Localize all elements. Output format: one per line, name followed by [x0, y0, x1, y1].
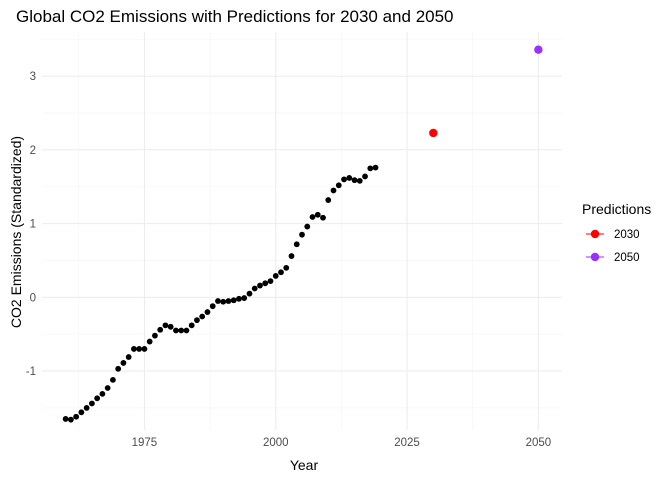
data-point [141, 346, 148, 352]
grid [42, 32, 562, 430]
data-point [199, 313, 206, 320]
data-point [136, 346, 143, 352]
data-point [320, 214, 326, 221]
data-point [146, 338, 153, 345]
data-point [125, 354, 132, 360]
data-point [257, 282, 263, 289]
data-point [94, 395, 101, 402]
data-point [241, 295, 248, 301]
x-tick-label: 1975 [132, 437, 158, 449]
data-point [283, 264, 290, 271]
data-point [83, 404, 90, 411]
data-point [194, 317, 200, 324]
data-point [188, 322, 195, 329]
data-point [120, 360, 127, 366]
data-point [267, 278, 274, 285]
data-point [78, 409, 85, 416]
data-point [246, 290, 253, 297]
data-point [178, 327, 185, 334]
data-point [251, 285, 258, 292]
data-point [335, 182, 342, 189]
data-point [110, 376, 116, 383]
data-point [230, 297, 237, 304]
legend-label: 2030 [614, 229, 640, 241]
data-point [309, 214, 316, 220]
y-tick-label: -1 [26, 366, 36, 378]
prediction-point-2050 [534, 45, 543, 54]
data-point [152, 332, 158, 339]
data-point [220, 298, 227, 305]
x-tick-label: 2050 [526, 437, 552, 449]
legend-entry-2030: 2030 [586, 229, 640, 241]
data-point [99, 390, 106, 397]
legend-key-point [590, 229, 600, 239]
data-point [236, 295, 242, 302]
data-point [299, 231, 305, 238]
data-point [346, 175, 353, 181]
data-point [67, 416, 74, 423]
data-point [356, 177, 363, 184]
y-tick-label: 3 [30, 71, 36, 83]
y-tick-label: 1 [30, 219, 36, 231]
data-point [215, 298, 221, 304]
data-point [104, 385, 111, 391]
legend-title: Predictions [582, 201, 651, 217]
data-point [73, 413, 80, 420]
y-tick-label: 0 [30, 292, 36, 304]
y-axis-title: CO2 Emissions (Standardized) [8, 136, 24, 328]
legend: Predictions 2030 2050 [582, 201, 651, 264]
data-point [293, 241, 300, 248]
data-point [278, 269, 284, 276]
legend-entries: 2030 2050 [586, 229, 640, 264]
data-point [330, 187, 337, 194]
data-point [173, 327, 179, 334]
y-axis-ticks: -1 0 1 2 3 [26, 71, 36, 378]
x-tick-label: 2000 [263, 437, 289, 449]
data-points [62, 45, 543, 423]
x-axis-ticks: 1975 2000 2025 2050 [132, 437, 552, 449]
x-tick-label: 2025 [394, 437, 420, 449]
data-point [204, 309, 211, 315]
legend-key-point [590, 252, 600, 262]
data-point [131, 346, 137, 352]
data-point [304, 223, 311, 230]
data-point [367, 165, 374, 172]
data-point [262, 280, 269, 287]
chart-title: Global CO2 Emissions with Predictions fo… [16, 7, 454, 26]
data-point [225, 298, 232, 304]
data-point [362, 173, 368, 180]
data-point [351, 177, 358, 184]
x-axis-title: Year [290, 457, 319, 473]
legend-entry-2050: 2050 [586, 252, 640, 264]
data-point [314, 211, 321, 218]
data-point [288, 253, 295, 259]
y-tick-label: 2 [30, 145, 36, 157]
data-point [325, 197, 332, 203]
data-point [183, 327, 190, 334]
data-point [115, 365, 122, 372]
data-point [272, 273, 279, 279]
legend-label: 2050 [614, 252, 640, 264]
data-point [62, 416, 69, 422]
data-point [209, 303, 216, 310]
data-point [167, 323, 174, 330]
data-point [162, 322, 169, 329]
data-point [88, 400, 95, 407]
prediction-point-2030 [429, 128, 438, 138]
data-point [341, 176, 347, 183]
data-point [372, 164, 379, 171]
data-point [157, 326, 164, 333]
